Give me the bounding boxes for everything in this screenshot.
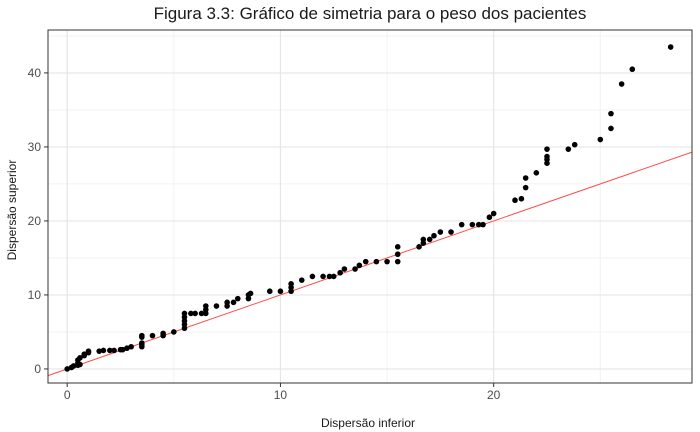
data-point [188, 310, 194, 317]
x-tick-label: 0 [64, 388, 71, 402]
data-point [533, 170, 540, 176]
data-point [597, 136, 604, 143]
data-point [198, 310, 205, 317]
data-point [139, 332, 145, 339]
data-point [416, 244, 422, 250]
x-tick-label: 20 [487, 388, 501, 402]
data-point [629, 66, 636, 73]
data-point [667, 44, 674, 50]
data-point [448, 229, 454, 235]
data-point [420, 236, 427, 243]
data-point [128, 343, 134, 350]
y-tick-label: 20 [28, 214, 42, 228]
data-point [571, 141, 578, 148]
data-point [234, 295, 241, 302]
data-point [330, 273, 337, 280]
data-point [352, 266, 358, 272]
chart-title: Figura 3.3: Gráfico de simetria para o p… [153, 4, 587, 23]
data-point [266, 288, 273, 295]
data-point [518, 195, 525, 202]
data-point [320, 273, 326, 280]
data-point [373, 258, 380, 265]
x-tick-label: 10 [274, 388, 288, 402]
data-point [70, 363, 77, 369]
data-point [213, 303, 220, 309]
y-axis-ticks: 0 10 20 30 40 [28, 66, 48, 376]
data-point [77, 355, 83, 361]
data-point [426, 236, 433, 243]
data-point [160, 330, 166, 337]
data-point [544, 146, 550, 152]
data-point [326, 273, 333, 280]
data-point [230, 299, 237, 306]
data-point [77, 361, 83, 368]
data-point [469, 221, 476, 228]
data-point [341, 266, 348, 272]
x-axis-ticks: 0 10 20 [64, 383, 501, 402]
data-point [288, 281, 294, 287]
y-tick-label: 30 [28, 140, 42, 154]
data-point [608, 110, 614, 117]
data-point [96, 348, 102, 354]
y-tick-label: 0 [34, 362, 41, 376]
data-point [107, 347, 113, 354]
data-point [124, 345, 130, 352]
data-point [431, 232, 437, 239]
plot-panel-border [47, 29, 693, 384]
data-point [81, 351, 88, 357]
data-point [486, 214, 493, 221]
data-point [181, 310, 188, 317]
data-point [384, 258, 390, 265]
data-point [437, 229, 444, 235]
major-gridlines [48, 30, 692, 383]
data-point [490, 210, 497, 217]
data-point [277, 288, 284, 295]
data-point [565, 146, 572, 152]
data-point [149, 332, 156, 339]
data-point [480, 221, 486, 228]
data-point [192, 310, 198, 317]
data-point [64, 366, 70, 372]
data-point [203, 303, 209, 309]
data-point [337, 269, 343, 276]
data-point [394, 244, 401, 250]
data-point [618, 81, 625, 87]
minor-gridlines [48, 30, 692, 383]
data-point [394, 251, 401, 258]
y-tick-label: 10 [28, 288, 42, 302]
y-tick-label: 40 [28, 66, 42, 80]
data-point [309, 273, 316, 280]
data-point [458, 221, 465, 228]
x-axis-label: Dispersão inferior [320, 416, 416, 430]
reference-line-group [47, 151, 693, 377]
data-point [522, 175, 529, 181]
data-point [475, 221, 482, 228]
data-point [298, 277, 305, 283]
data-point [544, 153, 550, 160]
data-point [512, 197, 518, 204]
data-point [85, 348, 92, 354]
data-point [356, 262, 363, 269]
data-point [247, 290, 254, 297]
data-point [608, 125, 614, 132]
data-point [111, 347, 117, 354]
data-point [224, 299, 230, 306]
data-point [362, 258, 369, 265]
data-point [171, 329, 177, 335]
data-point [394, 258, 401, 265]
data-points [64, 44, 674, 372]
data-point [119, 346, 126, 353]
data-point [522, 184, 529, 191]
data-point [139, 340, 145, 346]
reference-line [47, 151, 693, 377]
data-point [100, 347, 107, 354]
